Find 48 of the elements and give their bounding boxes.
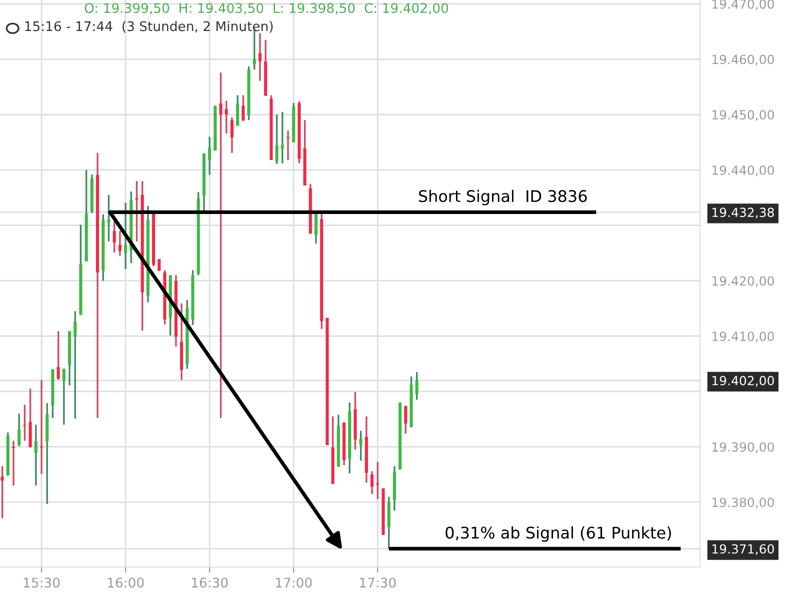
- series-label: 0,31% ab Signal (61 Punkte): [446, 526, 671, 542]
- candlestick: [359, 430, 362, 462]
- candlestick: [314, 211, 318, 244]
- y-tick-label: 19.460,00: [712, 54, 774, 66]
- candlestick: [236, 94, 240, 127]
- y-tick-label: 19.440,00: [712, 165, 774, 176]
- candlestick: [258, 32, 262, 82]
- y-tick-label: 19.380,00: [712, 498, 774, 508]
- candlestick: [40, 379, 44, 475]
- candlestick: [135, 180, 138, 242]
- y-tick-label: 19.450,00: [712, 110, 774, 121]
- candlestick: [275, 114, 278, 165]
- y-tick-label: 19.410,00: [712, 332, 774, 342]
- candlestick: [34, 424, 38, 486]
- text: 15:16 - 17:44 (3 Stunden, 2 Minuten): [25, 20, 273, 33]
- candlestick: [18, 412, 21, 448]
- candlestick: [242, 94, 245, 122]
- candlestick: [158, 258, 161, 272]
- candlestick: [286, 130, 290, 161]
- x-tick-label: 15:30: [24, 578, 60, 588]
- candlestick: [370, 470, 374, 495]
- y-tick-label: 19.371,60: [712, 544, 774, 555]
- x-tick-label: 17:00: [276, 578, 312, 588]
- y-tick-label: 19.390,00: [712, 442, 774, 454]
- series-label: Short Signal ID 3836: [418, 190, 587, 206]
- candlestick: [118, 230, 122, 257]
- candlestick: [208, 136, 212, 176]
- candlestick: [404, 405, 408, 434]
- candlestick: [224, 100, 228, 134]
- y-tick-label: 19.402,00: [712, 376, 774, 387]
- candlestick: [56, 330, 60, 381]
- candlestick: [23, 404, 26, 442]
- chart-title: O: 19.399,50 H: 19.403,50 L: 19.398,50 C: 19.402,00: [84, 3, 448, 14]
- candlestick: [219, 72, 222, 419]
- candlestick: [0, 465, 4, 520]
- candlestick: [415, 371, 418, 401]
- candlestick: [280, 111, 284, 164]
- candlestick: [112, 220, 116, 254]
- candlestick: [230, 116, 234, 154]
- x-tick-label: 17:30: [360, 578, 396, 588]
- y-tick-label: 19.420,00: [712, 276, 774, 287]
- x-tick-label: 16:30: [192, 578, 228, 588]
- candlestick: [62, 368, 66, 426]
- x-tick-label: 16:00: [108, 578, 144, 588]
- candlestick: [124, 202, 128, 270]
- candlestick: [74, 310, 77, 420]
- candlestick: [107, 194, 110, 242]
- y-tick-label: 19.432,38: [712, 208, 774, 218]
